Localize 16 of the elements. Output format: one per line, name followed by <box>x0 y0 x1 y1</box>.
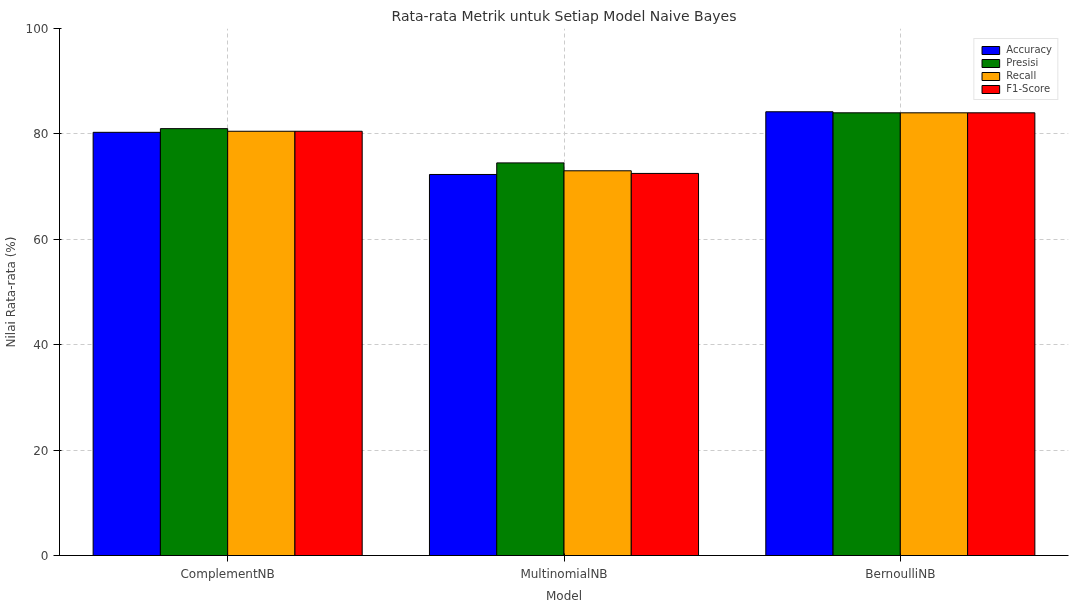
y-tick-label: 0 <box>40 549 49 563</box>
y-tick-label: 20 <box>33 443 49 458</box>
y-axis-title: Nilai Rata-rata (%) <box>3 236 18 348</box>
x-tick-label: ComplementNB <box>180 566 275 581</box>
legend-label: Presisi <box>1006 57 1039 68</box>
y-tick-label: 60 <box>33 232 49 247</box>
x-axis-title: Model <box>545 588 583 603</box>
x-tick-label: MultinomialNB <box>520 566 608 581</box>
legend-label: Accuracy <box>1006 44 1052 55</box>
legend-label: Recall <box>1006 70 1037 81</box>
x-tick-label: BernoulliNB <box>865 566 936 581</box>
y-tick-label: 100 <box>25 22 49 36</box>
y-tick-label: 40 <box>33 338 49 353</box>
legend-label: F1-Score <box>1006 83 1051 94</box>
chart-title: Rata-rata Metrik untuk Setiap Model Naive Bayes <box>391 7 737 24</box>
y-tick-label: 80 <box>33 127 49 142</box>
